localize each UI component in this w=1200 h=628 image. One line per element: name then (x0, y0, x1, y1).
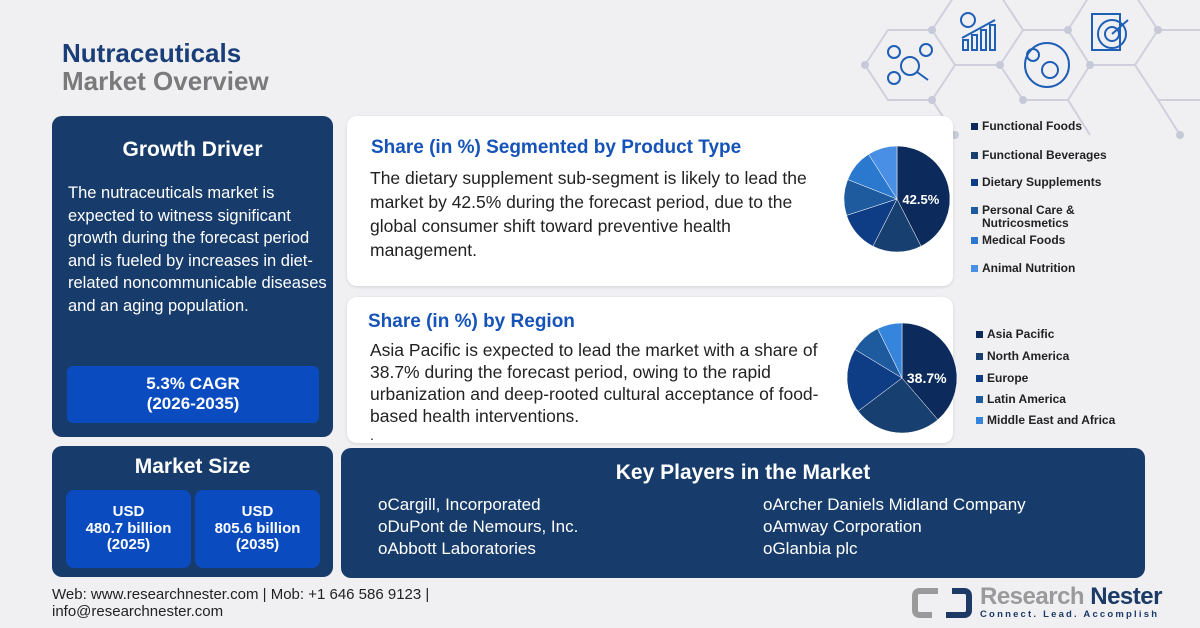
growth-driver-text: The nutraceuticals market is expected to… (68, 184, 327, 315)
key-players-right: oArcher Daniels Midland Company oAmway Co… (763, 494, 1026, 560)
legend-label: Animal Nutrition (982, 261, 1076, 275)
key-player-item: oDuPont de Nemours, Inc. (378, 517, 579, 536)
footer-contact: Web: www.researchnester.com | Mob: +1 64… (52, 586, 429, 620)
legend-label: Dietary Supplements (982, 175, 1102, 189)
pie-data-label: 42.5% (902, 192, 939, 207)
pie-slice-0 (896, 145, 951, 247)
cagr-badge: 5.3% CAGR (2026-2035) (67, 366, 319, 423)
legend-label: Middle East and Africa (987, 413, 1116, 427)
legend-item: Personal Care & Nutricosmetics (971, 204, 1100, 230)
legend-label: Latin America (987, 392, 1066, 406)
legend-swatch (971, 237, 978, 244)
cagr-value: 5.3% CAGR (146, 374, 240, 393)
currency: USD (241, 503, 274, 520)
key-player-item: oAmway Corporation (763, 517, 922, 536)
logo-mark-icon (912, 587, 972, 618)
legend-item: Latin America (976, 393, 1066, 406)
page-subtitle: Market Overview (62, 66, 269, 96)
growth-driver-panel: Growth Driver The nutraceuticals market … (52, 116, 333, 437)
market-size-title: Market Size (134, 455, 251, 478)
currency: USD (112, 503, 145, 520)
research-nester-logo: Research Nester Connect. Lead. Accomplis… (912, 585, 1162, 620)
legend-swatch (971, 265, 978, 272)
pie-slice-1 (857, 377, 939, 434)
legend-swatch (971, 123, 978, 130)
legend-item: North America (976, 350, 1069, 363)
region-text: Asia Pacific is expected to lead the mar… (370, 340, 819, 426)
pie-data-label: 38.7% (907, 370, 947, 386)
legend-label: Medical Foods (982, 233, 1066, 247)
footer-web-mobile: Web: www.researchnester.com | Mob: +1 64… (52, 586, 430, 603)
product-type-pie: 42.5% (843, 145, 951, 253)
key-players-left: oCargill, Incorporated oDuPont de Nemours… (378, 494, 578, 560)
key-players-panel: Key Players in the Market oCargill, Inco… (341, 448, 1145, 578)
region-trailing: . (370, 427, 374, 443)
hexagon-decoration (861, 0, 1200, 139)
legend-swatch (976, 396, 983, 403)
key-player-item: oAbbott Laboratories (378, 539, 536, 558)
logo-name-research: Research (980, 583, 1085, 610)
legend-item: Middle East and Africa (976, 414, 1115, 427)
key-player-item: oArcher Daniels Midland Company (763, 495, 1026, 514)
year: (2035) (235, 536, 280, 553)
legend-swatch (976, 353, 983, 360)
target-clipboard-icon (1091, 13, 1129, 51)
pie-slice-0 (901, 322, 958, 421)
legend-label: Functional Foods (982, 119, 1082, 133)
product-type-card: Share (in %) Segmented by Product Type T… (347, 116, 1107, 286)
page-title: Nutraceuticals (62, 38, 242, 68)
legend-swatch (976, 375, 983, 382)
legend-label: Functional Beverages (982, 148, 1107, 162)
legend-swatch (971, 207, 978, 214)
legend-label: Europe (987, 371, 1029, 385)
legend-swatch (971, 179, 978, 186)
legend-item: Europe (976, 372, 1028, 385)
value: 805.6 billion (214, 519, 301, 537)
region-title: Share (in %) by Region (368, 311, 575, 332)
growth-driver-title: Growth Driver (122, 138, 263, 161)
legend-item: Functional Beverages (971, 149, 1107, 162)
legend-item: Dietary Supplements (971, 176, 1101, 189)
legend-item: Animal Nutrition (971, 262, 1075, 275)
legend-item: Medical Foods (971, 234, 1065, 247)
global-commerce-icon (1024, 42, 1070, 88)
region-card: Share (in %) by Region Asia Pacific is e… (347, 297, 1115, 443)
product-type-text: The dietary supplement sub-segment is li… (370, 168, 807, 260)
legend-item: Asia Pacific (976, 328, 1054, 341)
key-player-item: oGlanbia plc (763, 539, 858, 558)
product-type-title: Share (in %) Segmented by Product Type (371, 137, 742, 158)
legend-item: Functional Foods (971, 120, 1082, 133)
legend-label: Personal Care & Nutricosmetics (982, 203, 1075, 230)
pie-slice-5 (868, 145, 898, 200)
region-pie: 38.7% (846, 322, 958, 434)
value: 480.7 billion (85, 519, 172, 537)
logo-tagline: Connect. Lead. Accomplish (980, 609, 1160, 620)
cagr-period: (2026-2035) (146, 394, 240, 413)
footer-email: info@researchnester.com (52, 603, 224, 620)
pie-slice-4 (877, 322, 903, 379)
market-size-2035: USD 805.6 billion (2035) (195, 490, 320, 568)
legend-swatch (976, 417, 983, 424)
year: (2025) (106, 536, 151, 553)
legend-swatch (971, 152, 978, 159)
legend-swatch (976, 331, 983, 338)
market-size-panel: Market Size USD 480.7 billion (2025) USD… (52, 446, 333, 577)
network-analysis-icon (887, 43, 933, 85)
growth-chart-icon (960, 12, 996, 51)
logo-name-nester: Nester (1090, 583, 1162, 610)
key-player-item: oCargill, Incorporated (378, 495, 541, 514)
pie-slice-2 (846, 349, 903, 412)
legend-label: North America (987, 349, 1070, 363)
market-size-2025: USD 480.7 billion (2025) (66, 490, 191, 568)
key-players-title: Key Players in the Market (615, 461, 871, 484)
legend-label: Asia Pacific (987, 327, 1055, 341)
pie-slice-1 (872, 198, 922, 253)
